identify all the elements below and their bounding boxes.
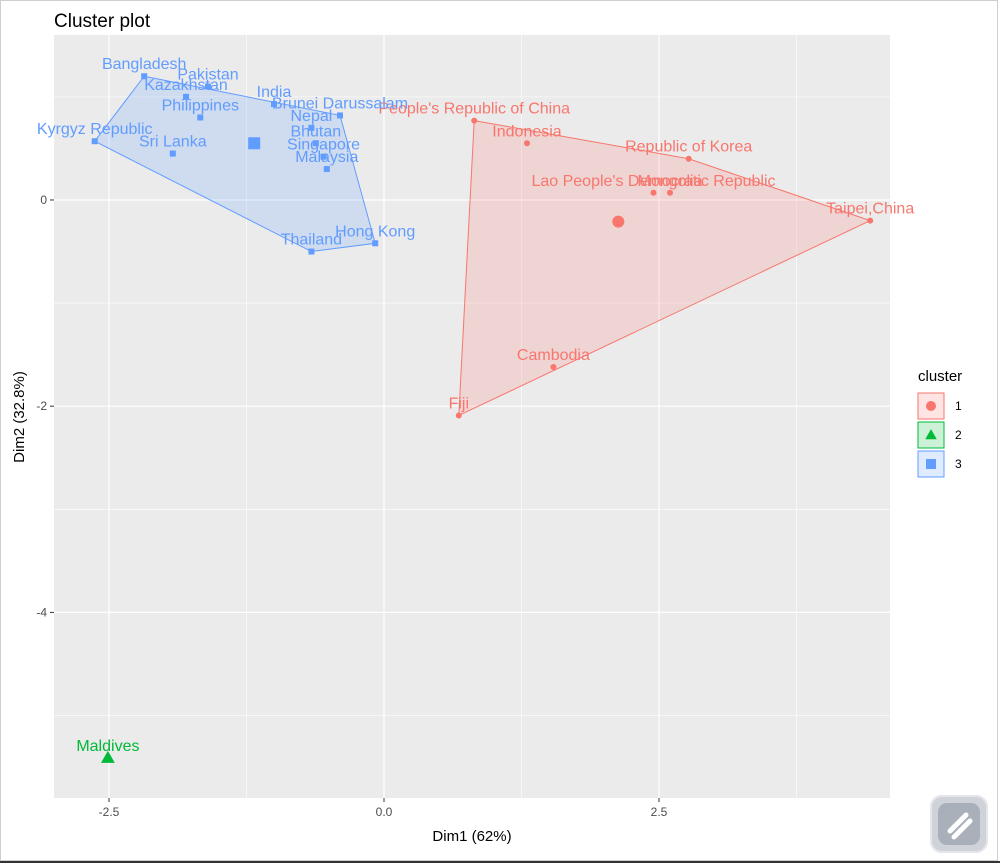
point-3 <box>169 150 176 157</box>
legend-marker-3 <box>926 459 936 469</box>
point-1 <box>550 364 557 371</box>
point-1 <box>455 412 462 419</box>
x-tick-label: 0.0 <box>376 805 393 819</box>
point-label: Sri Lanka <box>139 134 207 151</box>
point-label: Taipei,China <box>826 201 914 218</box>
point-1 <box>667 189 673 196</box>
point-3 <box>308 248 315 255</box>
y-tick-label: 0 <box>40 193 47 207</box>
point-3 <box>91 138 98 145</box>
point-label: Bhutan <box>290 123 341 140</box>
app-badge-icon[interactable] <box>930 795 988 853</box>
chart-title: Cluster plot <box>54 11 151 32</box>
legend-label: 3 <box>955 457 962 471</box>
point-3 <box>183 93 189 100</box>
legend-label: 1 <box>955 399 962 413</box>
y-axis-title: Dim2 (32.8%) <box>11 371 28 463</box>
x-tick-label: 2.5 <box>651 805 668 819</box>
window-bottom-border <box>0 861 1000 863</box>
point-3 <box>308 124 315 131</box>
data-points <box>91 73 874 763</box>
x-axis-ticks: -2.5 0.0 2.5 <box>99 798 668 819</box>
app-logo-icon <box>947 812 973 840</box>
point-label: Pakistan <box>177 67 238 84</box>
point-label: Cambodia <box>517 347 590 364</box>
point-label: Indonesia <box>492 123 561 140</box>
x-tick-label: -2.5 <box>99 805 120 819</box>
point-label: Kyrgyz Republic <box>37 121 153 138</box>
legend-marker-2 <box>925 429 937 440</box>
point-label: Nepal <box>290 108 332 125</box>
point-1 <box>867 217 874 224</box>
centroid-3 <box>248 137 261 150</box>
point-1 <box>524 140 530 147</box>
cluster-hulls <box>93 75 872 417</box>
point-label: Bangladesh <box>102 56 187 73</box>
point-label: Hong Kong <box>335 223 415 240</box>
point-3 <box>337 112 343 119</box>
point-label: India <box>257 84 292 101</box>
point-label: Singapore <box>287 137 360 154</box>
x-axis-title: Dim1 (62%) <box>432 828 511 845</box>
point-3 <box>320 153 327 160</box>
point-label: Philippines <box>162 97 239 114</box>
point-3 <box>197 114 204 121</box>
point-3 <box>323 166 330 173</box>
point-label: People's Republic of China <box>378 101 570 118</box>
cluster-3-hull <box>93 75 376 253</box>
point-3 <box>312 140 319 147</box>
point-label: Mongolia <box>638 173 703 190</box>
legend-title: cluster <box>918 368 962 385</box>
point-label: Maldives <box>76 738 139 755</box>
grid-lines <box>54 35 890 798</box>
point-label: Malaysia <box>295 149 358 166</box>
point-1 <box>650 189 657 196</box>
legend: cluster 1 2 3 <box>917 368 962 478</box>
point-label: Lao People's Democratic Republic <box>531 173 775 190</box>
y-tick-label: -4 <box>36 605 47 619</box>
point-label: Fiji <box>449 395 469 412</box>
centroid-1 <box>612 215 625 228</box>
point-3 <box>205 83 211 90</box>
cluster-centroids <box>248 137 625 228</box>
point-1 <box>471 117 478 124</box>
point-label: Thailand <box>281 232 342 249</box>
legend-marker-1 <box>926 401 936 411</box>
point-labels: People's Republic of China Indonesia Repub… <box>37 56 914 755</box>
point-label: Kazakhstan <box>144 77 228 94</box>
y-axis-ticks: 0 -2 -4 <box>36 193 54 619</box>
y-tick-label: -2 <box>36 399 47 413</box>
point-3 <box>141 73 148 80</box>
point-2 <box>101 750 115 763</box>
legend-label: 2 <box>955 428 962 442</box>
point-3 <box>372 240 379 247</box>
point-label: Republic of Korea <box>625 139 752 156</box>
point-3 <box>271 101 277 108</box>
point-label: Brunei Darussalam <box>272 95 408 112</box>
point-1 <box>685 155 692 162</box>
